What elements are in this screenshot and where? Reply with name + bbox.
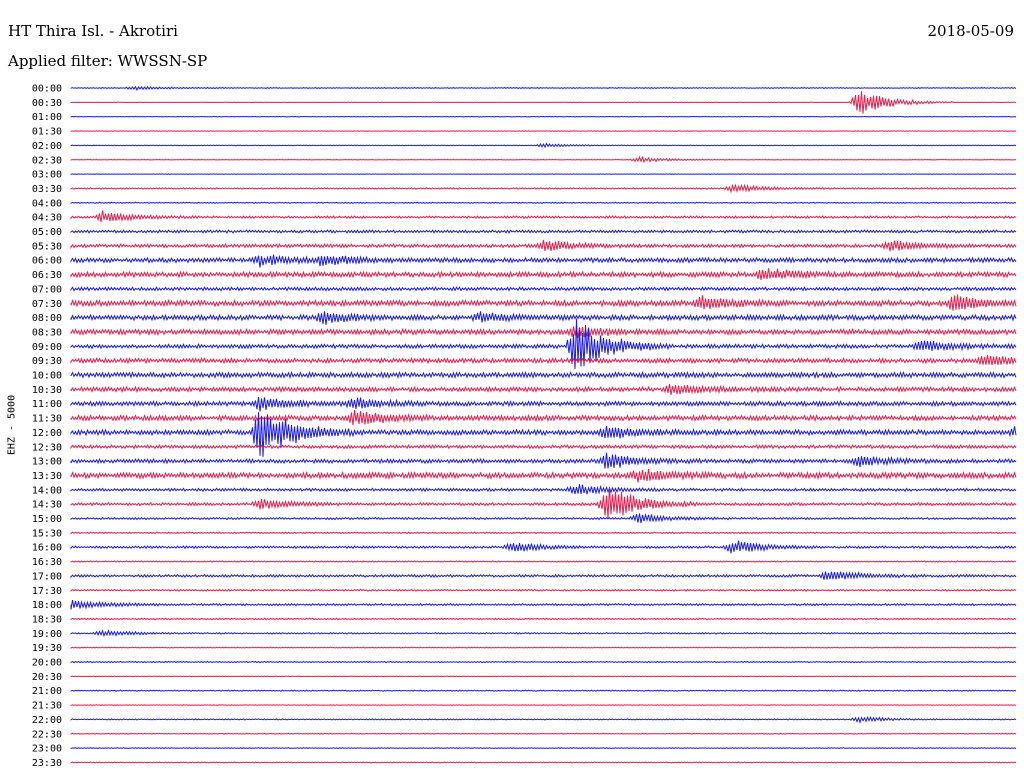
row-time-label: 22:30 bbox=[32, 729, 62, 740]
row-time-label: 12:00 bbox=[32, 428, 62, 439]
trace-row bbox=[70, 286, 1017, 292]
trace-row bbox=[70, 294, 1017, 311]
trace-row bbox=[70, 443, 1017, 450]
row-time-label: 04:30 bbox=[32, 213, 62, 224]
trace-row bbox=[70, 531, 1017, 535]
row-time-label: 22:00 bbox=[32, 715, 62, 726]
row-time-label: 01:00 bbox=[32, 112, 62, 123]
row-time-label: 08:30 bbox=[32, 327, 62, 338]
row-time-label: 18:00 bbox=[32, 600, 62, 611]
row-time-label: 13:30 bbox=[32, 471, 62, 482]
trace-row bbox=[70, 142, 1017, 149]
row-time-label: 12:30 bbox=[32, 442, 62, 453]
row-time-label: 13:00 bbox=[32, 457, 62, 468]
row-time-label: 18:30 bbox=[32, 614, 62, 625]
trace-row bbox=[70, 239, 1017, 252]
row-time-label: 14:00 bbox=[32, 485, 62, 496]
trace-row bbox=[70, 318, 1017, 370]
row-time-label: 20:00 bbox=[32, 658, 62, 669]
trace-row bbox=[70, 326, 1017, 338]
trace-row bbox=[70, 487, 1017, 519]
row-time-label: 17:30 bbox=[32, 586, 62, 597]
trace-row bbox=[70, 588, 1017, 592]
row-time-label: 21:00 bbox=[32, 686, 62, 697]
row-time-label: 01:30 bbox=[32, 127, 62, 138]
trace-row bbox=[70, 354, 1017, 366]
trace-row bbox=[70, 409, 1017, 426]
trace-row bbox=[70, 617, 1017, 621]
row-time-label: 07:30 bbox=[32, 299, 62, 310]
trace-row bbox=[70, 732, 1017, 735]
row-time-label: 16:00 bbox=[32, 543, 62, 554]
trace-row bbox=[70, 268, 1017, 280]
trace-row bbox=[70, 452, 1017, 469]
row-time-label: 02:30 bbox=[32, 155, 62, 166]
row-time-label: 03:30 bbox=[32, 184, 62, 195]
row-time-label: 05:00 bbox=[32, 227, 62, 238]
row-time-label: 17:00 bbox=[32, 571, 62, 582]
trace-row bbox=[70, 715, 1017, 724]
row-time-label: 15:00 bbox=[32, 514, 62, 525]
trace-row bbox=[70, 600, 1017, 610]
row-time-label: 06:00 bbox=[32, 256, 62, 267]
trace-row bbox=[70, 540, 1017, 554]
row-time-label: 15:30 bbox=[32, 528, 62, 539]
trace-row bbox=[70, 646, 1017, 649]
trace-row bbox=[70, 704, 1017, 706]
trace-row bbox=[70, 412, 1017, 457]
row-time-label: 08:00 bbox=[32, 313, 62, 324]
trace-row bbox=[70, 761, 1017, 764]
row-time-label: 11:00 bbox=[32, 399, 62, 410]
row-time-label: 19:30 bbox=[32, 643, 62, 654]
trace-row bbox=[70, 155, 1017, 164]
row-time-label: 00:30 bbox=[32, 98, 62, 109]
trace-row bbox=[70, 115, 1017, 118]
trace-row bbox=[70, 660, 1017, 664]
trace-row bbox=[70, 675, 1017, 678]
trace-row bbox=[70, 571, 1017, 580]
trace-row bbox=[70, 254, 1017, 268]
row-time-label: 04:00 bbox=[32, 198, 62, 209]
row-time-label: 16:30 bbox=[32, 557, 62, 568]
trace-row bbox=[70, 210, 1017, 223]
trace-row bbox=[70, 183, 1017, 194]
row-time-label: 19:00 bbox=[32, 629, 62, 640]
row-time-label: 09:30 bbox=[32, 356, 62, 367]
trace-row bbox=[70, 747, 1017, 750]
row-time-label: 23:00 bbox=[32, 744, 62, 755]
trace-row bbox=[70, 512, 1017, 524]
row-time-label: 20:30 bbox=[32, 672, 62, 683]
trace-row bbox=[70, 469, 1017, 483]
trace-row bbox=[70, 384, 1017, 395]
trace-row bbox=[70, 311, 1017, 325]
trace-row bbox=[70, 91, 1017, 114]
trace-row bbox=[70, 689, 1017, 692]
date-label: 2018-05-09 bbox=[927, 22, 1014, 40]
trace-row bbox=[70, 130, 1017, 132]
row-time-label: 02:00 bbox=[32, 141, 62, 152]
row-time-label: 21:30 bbox=[32, 701, 62, 712]
row-time-label: 06:30 bbox=[32, 270, 62, 281]
row-time-label: 23:30 bbox=[32, 758, 62, 769]
trace-row bbox=[70, 484, 1017, 495]
row-time-label: 09:00 bbox=[32, 342, 62, 353]
trace-row bbox=[70, 201, 1017, 205]
row-time-label: 11:30 bbox=[32, 414, 62, 425]
trace-row bbox=[70, 229, 1017, 234]
trace-row bbox=[70, 85, 1017, 92]
row-time-label: 14:30 bbox=[32, 500, 62, 511]
row-time-label: 10:00 bbox=[32, 371, 62, 382]
row-time-label: 05:30 bbox=[32, 241, 62, 252]
row-time-label: 10:30 bbox=[32, 385, 62, 396]
trace-row bbox=[70, 397, 1017, 412]
trace-row bbox=[70, 629, 1017, 638]
filter-label: Applied filter: WWSSN-SP bbox=[8, 52, 208, 70]
row-time-label: 07:00 bbox=[32, 284, 62, 295]
trace-row bbox=[70, 370, 1017, 380]
station-title: HT Thira Isl. - Akrotiri bbox=[8, 22, 178, 40]
trace-row bbox=[70, 560, 1017, 563]
row-time-label: 03:00 bbox=[32, 170, 62, 181]
row-time-label: 00:00 bbox=[32, 84, 62, 95]
